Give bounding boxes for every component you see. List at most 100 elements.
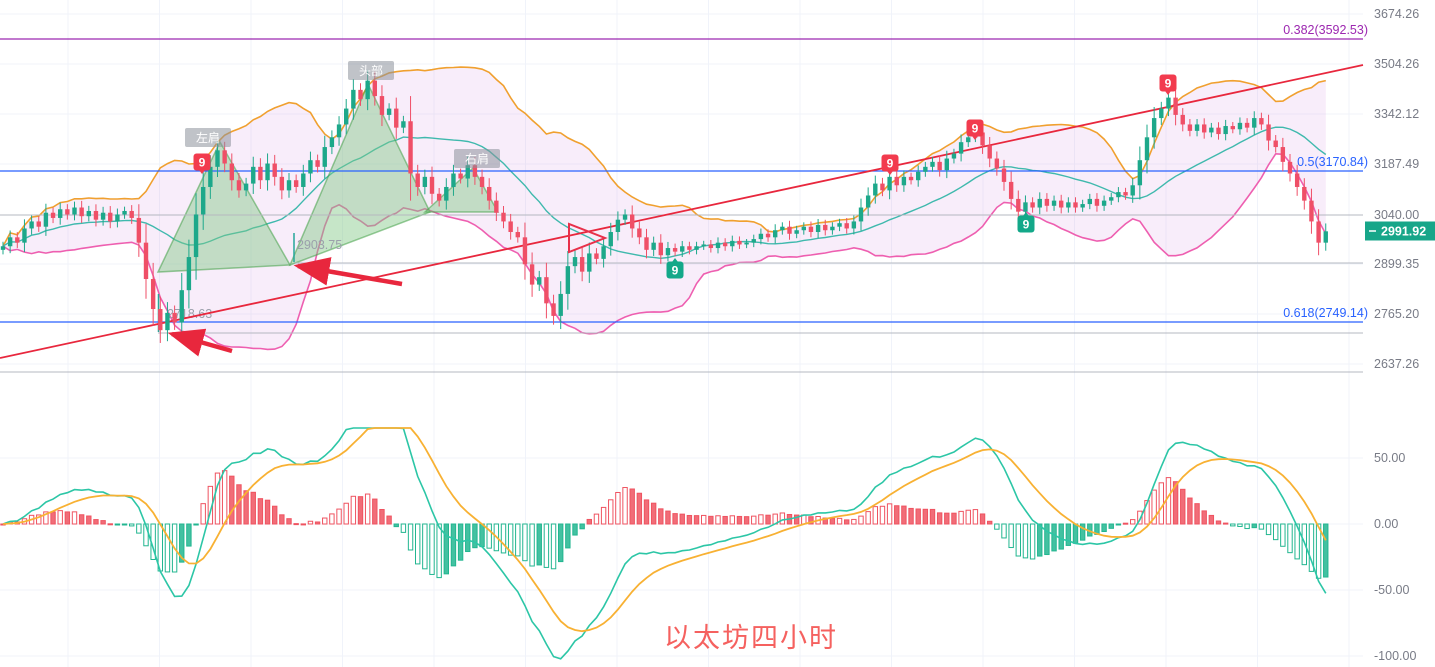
candle <box>487 186 492 201</box>
macd-bar <box>872 506 878 525</box>
candle <box>1244 122 1250 128</box>
pattern-label-text: 头部 <box>359 63 383 78</box>
fib-levels[interactable]: 0.382(3592.53) 0.5(3170.84) 0.618(2749.14) <box>0 23 1368 323</box>
macd-bar <box>1237 523 1243 527</box>
price-axis[interactable]: 3674.26 3504.26 3342.12 3187.49 3040.00 2899.… <box>1365 7 1435 663</box>
candle <box>1044 198 1050 206</box>
macd-bar <box>343 502 349 525</box>
td9-badge-red: 9 <box>193 153 211 174</box>
candle <box>465 165 470 179</box>
candle <box>765 233 771 238</box>
candle <box>1073 202 1078 208</box>
candle <box>1123 192 1128 196</box>
macd-bar <box>193 523 199 526</box>
candle <box>1309 200 1314 222</box>
candle <box>193 214 199 258</box>
candle <box>108 212 113 222</box>
macd-bar <box>243 490 249 525</box>
axis-tick: 2765.20 <box>1374 307 1419 321</box>
macd-bar <box>779 512 786 525</box>
macd-bar <box>922 508 929 525</box>
td9-number: 9 <box>672 264 679 278</box>
macd-bar <box>393 523 399 528</box>
candle <box>150 279 156 310</box>
macd-bar <box>422 523 428 570</box>
candle <box>1087 198 1092 205</box>
macd-bar <box>1001 523 1007 539</box>
candle <box>43 212 49 227</box>
grey-price-lines[interactable]: 2903.75 2718.63 <box>0 214 1363 373</box>
td9-badge-red: 9 <box>1159 74 1177 95</box>
macd-bar <box>407 523 414 551</box>
candle <box>79 207 84 217</box>
ascending-trendline[interactable] <box>0 64 1364 359</box>
macd-bar <box>1323 523 1329 578</box>
candle <box>1252 118 1257 128</box>
candle <box>1216 127 1221 135</box>
candle <box>172 312 177 323</box>
candle <box>794 230 799 234</box>
candle <box>601 246 606 259</box>
macd-bar <box>1008 523 1014 549</box>
candle <box>1287 161 1293 174</box>
candle <box>408 121 413 174</box>
macd-bar <box>979 513 986 525</box>
axis-tick: 3040.00 <box>1374 208 1419 222</box>
macd-bar <box>129 523 135 527</box>
axis-tick: 2899.35 <box>1374 257 1419 271</box>
candle <box>229 163 234 181</box>
candle <box>565 266 571 294</box>
macd-bar <box>164 523 171 573</box>
axis-tick: 2637.26 <box>1374 357 1419 371</box>
macd-bar <box>643 499 650 525</box>
macd-bar <box>1079 523 1086 541</box>
candle <box>322 147 327 167</box>
candle <box>701 244 706 247</box>
pattern-shapes[interactable] <box>156 82 500 273</box>
candle <box>787 226 792 234</box>
macd-bar <box>522 523 528 562</box>
current-price-badge: 2991.92 <box>1365 221 1435 241</box>
td9-number: 9 <box>199 156 206 170</box>
macd-bar <box>636 492 643 525</box>
macd-bar <box>686 514 693 525</box>
macd-bar <box>550 523 557 570</box>
macd-bar <box>1058 523 1064 550</box>
macd-bar <box>200 503 206 525</box>
candle <box>615 219 621 232</box>
td-sequential-badges: 9 9 9 9 9 9 <box>193 74 1177 279</box>
macd-bar <box>1273 523 1279 541</box>
candle <box>658 242 663 256</box>
macd-bar <box>793 514 800 525</box>
macd-bar <box>279 514 285 525</box>
macd-bar <box>1165 477 1172 525</box>
candle <box>1101 200 1107 206</box>
current-price: 2991.92 <box>1381 225 1426 239</box>
candle <box>1294 173 1300 187</box>
macd-bar <box>1122 522 1129 525</box>
candle <box>930 161 935 167</box>
axis-tick: 50.00 <box>1374 451 1405 465</box>
macd-bar <box>293 523 299 526</box>
red-arrow <box>167 328 233 357</box>
candle <box>100 212 106 220</box>
candle <box>1130 185 1135 196</box>
candle <box>651 242 656 250</box>
candle <box>730 240 735 247</box>
macd-bar <box>915 508 921 525</box>
pattern-label-text: 左肩 <box>196 130 220 145</box>
td9-number: 9 <box>1023 218 1030 232</box>
macd-bar <box>1151 489 1157 525</box>
chart-title-annotation: 以太坊四小时 <box>664 623 838 653</box>
macd-bar <box>357 496 364 525</box>
macd-bar <box>500 523 507 554</box>
arrow-annotations[interactable] <box>167 257 403 357</box>
macd-bar <box>57 510 63 525</box>
candle <box>258 166 263 181</box>
candle <box>336 124 342 138</box>
candle <box>136 217 142 243</box>
macd-bar <box>1022 523 1029 559</box>
pennant-triangle[interactable] <box>568 222 608 254</box>
candle <box>815 224 821 232</box>
